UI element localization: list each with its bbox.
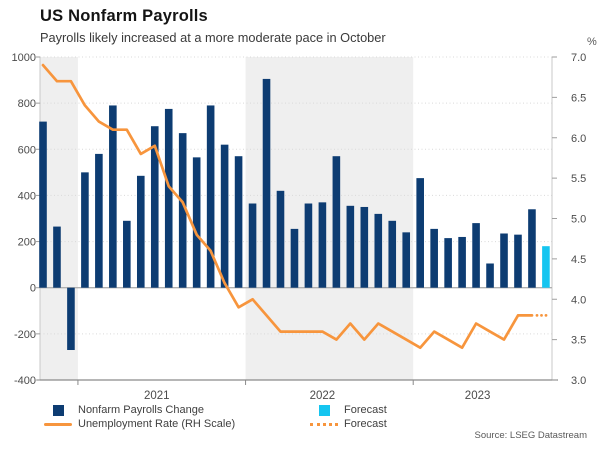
payrolls-bar [528,209,536,288]
payrolls-bar [374,213,383,288]
axis-label: % [587,36,597,48]
payrolls-bar [444,238,452,288]
legend-item-bar-forecast: Forecast [310,403,387,417]
legend: Nonfarm Payrolls Change Forecast Unemplo… [0,403,600,431]
payrolls-bar [430,228,438,288]
payrolls-bar [206,105,215,288]
axis-label: 1000 [12,52,36,64]
payrolls-bar [360,206,369,288]
axis-label: 400 [18,190,36,202]
legend-label-unemployment: Unemployment Rate (RH Scale) [78,418,236,430]
axis-label: 2022 [310,390,336,402]
payrolls-bar [123,220,131,288]
axis-label: 4.5 [571,254,586,266]
swatch-area [310,404,338,416]
payrolls-bar [150,126,159,288]
unemployment-line-swatch [44,422,72,426]
axis-label: 6.0 [571,133,586,145]
legend-item-payrolls: Nonfarm Payrolls Change [44,403,204,417]
axis-label: 7.0 [571,52,586,64]
payrolls-bar [248,203,257,288]
forecast-bar [542,246,550,288]
axis-label: -200 [14,329,36,341]
payrolls-bar [500,233,508,288]
payrolls-bar [53,226,61,288]
axis-label: 800 [18,98,36,110]
source-attribution: Source: LSEG Datastream [474,430,587,441]
payrolls-bar [458,236,466,288]
payrolls-bar [486,263,494,288]
axis-label: 5.0 [571,214,586,226]
payrolls-bar [402,232,411,288]
forecast-line-swatch [310,422,338,426]
legend-label-payrolls: Nonfarm Payrolls Change [78,404,204,416]
legend-label-bar-forecast: Forecast [344,404,387,416]
payrolls-bar [178,133,187,288]
payrolls-bar [514,234,522,288]
payrolls-bar [67,287,75,351]
axis-label: 6.5 [571,92,586,104]
legend-item-line-forecast: Forecast [310,417,387,431]
axis-label: 600 [18,144,36,156]
payrolls-bar [109,105,117,288]
payrolls-bar [262,78,271,288]
payrolls-bar [95,153,103,288]
payrolls-bar [332,156,341,288]
unemployment-line [41,63,534,350]
axis-label: 2021 [144,390,170,402]
legend-label-line-forecast: Forecast [344,418,387,430]
payrolls-bar [318,202,327,288]
payrolls-bar [304,203,313,288]
payrolls-bar [234,156,243,288]
axis-label: 0 [30,283,36,295]
payrolls-bar [290,228,299,288]
axis-label: 2023 [465,390,491,402]
payrolls-bar [136,175,145,288]
axis-label: 200 [18,237,36,249]
legend-item-unemployment: Unemployment Rate (RH Scale) [44,417,235,431]
chart-title: US Nonfarm Payrolls [40,7,208,25]
payrolls-bar [164,108,173,288]
legend-row-1: Nonfarm Payrolls Change Forecast [0,403,600,417]
axis-label: 5.5 [571,173,586,185]
swatch-area [310,422,338,426]
payrolls-bar [276,190,285,288]
payrolls-bar-swatch [52,404,64,416]
payrolls-bar [346,205,355,288]
swatch-area [44,404,72,416]
axis-label: 4.0 [571,294,586,306]
chart-subtitle: Payrolls likely increased at a more mode… [40,30,386,45]
legend-row-2: Unemployment Rate (RH Scale) Forecast [0,417,600,431]
year-shading-band [245,57,414,380]
payrolls-bar [416,178,424,288]
payrolls-bar [388,220,397,288]
forecast-bar-swatch [318,404,330,416]
axis-label: 3.5 [571,335,586,347]
axis-label: -400 [14,375,36,387]
payrolls-bar [39,121,47,288]
axis-label: 3.0 [571,375,586,387]
payrolls-bar [220,144,229,288]
payrolls-bar [192,157,201,288]
payrolls-bar [81,172,89,288]
swatch-area [44,422,72,426]
payrolls-bar [472,223,480,288]
